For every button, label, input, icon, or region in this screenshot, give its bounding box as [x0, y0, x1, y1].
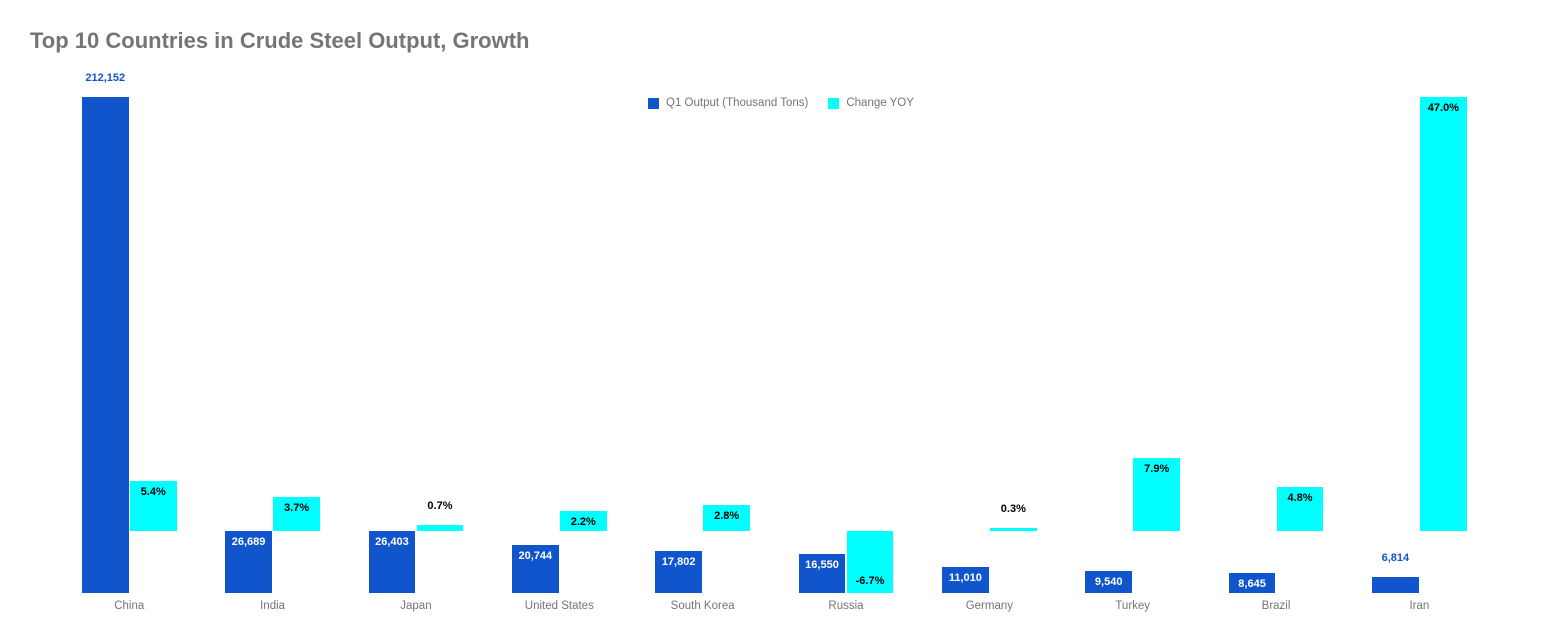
annotation-change-yoy-japan: 0.7%	[427, 499, 453, 512]
bar-q1-output-india[interactable]	[225, 530, 272, 593]
annotation-change-yoy-india: 3.7%	[284, 501, 310, 514]
bar-change-yoy-india[interactable]	[273, 496, 320, 532]
x-axis-label-united-states: United States	[524, 600, 594, 612]
annotation-q1-output-united-states: 20,744	[518, 549, 553, 562]
bar-change-yoy-turkey[interactable]	[1133, 458, 1180, 532]
legend-item-change-yoy[interactable]: Change YOY	[828, 97, 914, 109]
annotation-q1-output-china: 212,152	[85, 72, 126, 84]
bar-change-yoy-united-states[interactable]	[560, 510, 607, 532]
annotation-change-yoy-germany: 0.3%	[1000, 503, 1026, 516]
annotation-q1-output-south-korea: 17,802	[661, 556, 696, 569]
annotation-q1-output-turkey: 9,540	[1094, 575, 1123, 588]
bar-q1-output-iran[interactable]	[1372, 577, 1419, 593]
legend-swatch-q1-output-icon	[648, 97, 659, 109]
bar-change-yoy-brazil[interactable]	[1276, 486, 1324, 532]
bar-q1-output-turkey[interactable]	[1085, 570, 1132, 593]
bar-q1-output-germany[interactable]	[942, 567, 989, 593]
bar-change-yoy-china[interactable]	[130, 481, 177, 532]
annotation-q1-output-india: 26,689	[231, 535, 266, 548]
chart-title: Top 10 Countries in Crude Steel Output, …	[30, 28, 530, 53]
annotation-q1-output-iran: 6,814	[1381, 552, 1410, 565]
annotation-change-yoy-turkey: 7.9%	[1144, 463, 1170, 476]
annotation-change-yoy-south-korea: 2.8%	[714, 510, 740, 523]
x-axis-label-germany: Germany	[965, 600, 1013, 612]
annotation-q1-output-russia: 16,550	[805, 559, 839, 572]
legend: Q1 Output (Thousand Tons) Change YOY	[648, 97, 914, 109]
annotation-change-yoy-united-states: 2.2%	[570, 515, 596, 528]
bar-change-yoy-iran[interactable]	[1420, 97, 1467, 532]
bar-change-yoy-japan[interactable]	[416, 524, 464, 532]
legend-label-q1-output: Q1 Output (Thousand Tons)	[666, 97, 809, 109]
bar-q1-output-united-states[interactable]	[512, 544, 559, 593]
annotation-q1-output-germany: 11,010	[948, 572, 982, 585]
bar-q1-output-brazil[interactable]	[1228, 572, 1276, 593]
x-axis-label-india: India	[260, 600, 286, 612]
legend-item-q1-output[interactable]: Q1 Output (Thousand Tons)	[648, 97, 808, 109]
legend-label-change-yoy: Change YOY	[846, 97, 914, 109]
bar-q1-output-south-korea[interactable]	[655, 551, 702, 593]
annotation-change-yoy-iran: 47.0%	[1427, 102, 1459, 114]
x-axis-label-turkey: Turkey	[1115, 600, 1151, 612]
annotation-change-yoy-brazil: 4.8%	[1287, 491, 1313, 504]
annotation-q1-output-japan: 26,403	[375, 536, 409, 549]
x-axis-label-iran: Iran	[1409, 600, 1430, 612]
bar-change-yoy-germany[interactable]	[990, 528, 1037, 532]
x-axis-label-japan: Japan	[400, 600, 432, 612]
bar-change-yoy-russia[interactable]	[846, 531, 894, 593]
x-axis-label-china: China	[114, 600, 145, 612]
annotation-change-yoy-russia: -6.7%	[855, 575, 885, 587]
x-axis-label-south-korea: South Korea	[670, 600, 735, 612]
bar-q1-output-china[interactable]	[82, 97, 129, 593]
legend-swatch-change-yoy-icon	[828, 97, 840, 109]
bar-q1-output-russia[interactable]	[798, 554, 846, 593]
bar-change-yoy-south-korea[interactable]	[703, 505, 750, 532]
annotation-change-yoy-china: 5.4%	[140, 486, 166, 499]
bar-q1-output-japan[interactable]	[368, 531, 416, 593]
x-axis-label-brazil: Brazil	[1261, 600, 1291, 612]
annotation-q1-output-brazil: 8,645	[1238, 577, 1266, 590]
x-axis-label-russia: Russia	[828, 600, 864, 612]
